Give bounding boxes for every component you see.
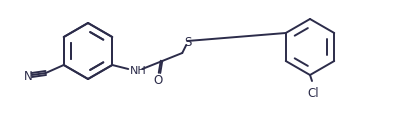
- Text: Cl: Cl: [307, 86, 319, 99]
- Text: O: O: [154, 74, 163, 87]
- Text: NH: NH: [130, 65, 147, 75]
- Text: S: S: [185, 36, 192, 49]
- Text: N: N: [24, 70, 32, 83]
